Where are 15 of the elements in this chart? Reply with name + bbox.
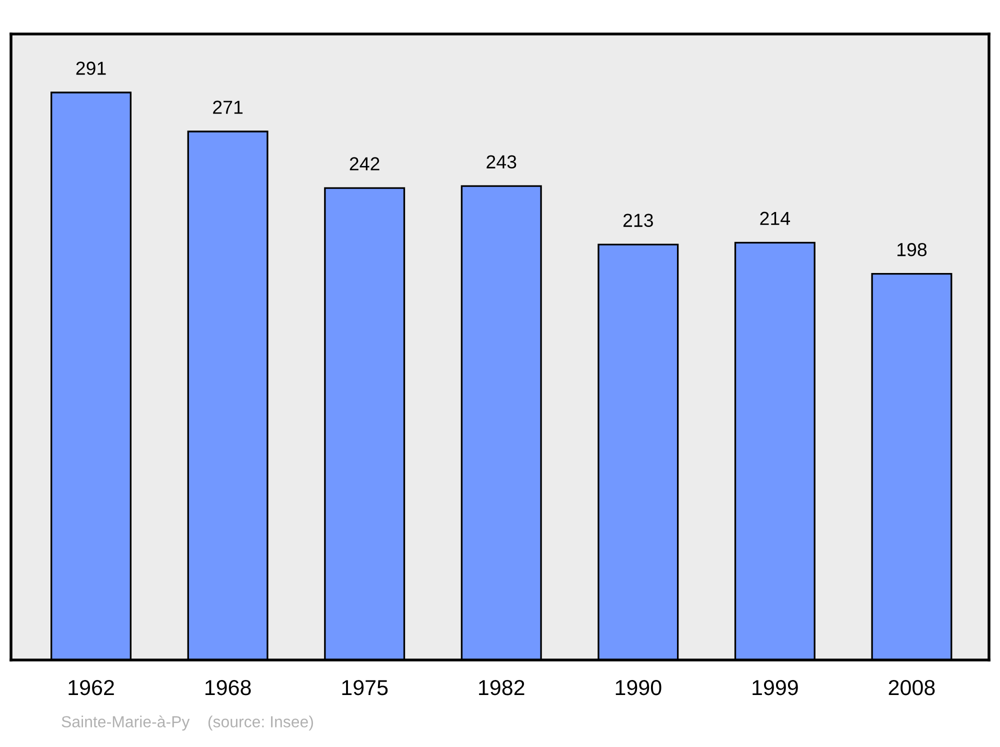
x-tick-label: 1975 xyxy=(342,680,388,696)
x-tick-label: 1990 xyxy=(616,680,662,696)
x-tick-label: 2008 xyxy=(888,680,935,696)
data-label: 242 xyxy=(350,157,380,170)
data-label: 271 xyxy=(213,100,243,114)
x-tick-label: 1999 xyxy=(752,680,798,696)
data-label: 291 xyxy=(76,62,106,75)
x-tick-label: 1968 xyxy=(206,680,251,696)
text: Sainte-Marie-à-Py (source: Insee) xyxy=(62,715,313,731)
data-label: 243 xyxy=(486,155,516,168)
x-tick-label: 1982 xyxy=(479,680,524,696)
data-label: 214 xyxy=(760,212,790,225)
x-tick-label: 1962 xyxy=(68,680,114,696)
data-label: 213 xyxy=(623,214,653,228)
data-label: 198 xyxy=(898,242,927,256)
